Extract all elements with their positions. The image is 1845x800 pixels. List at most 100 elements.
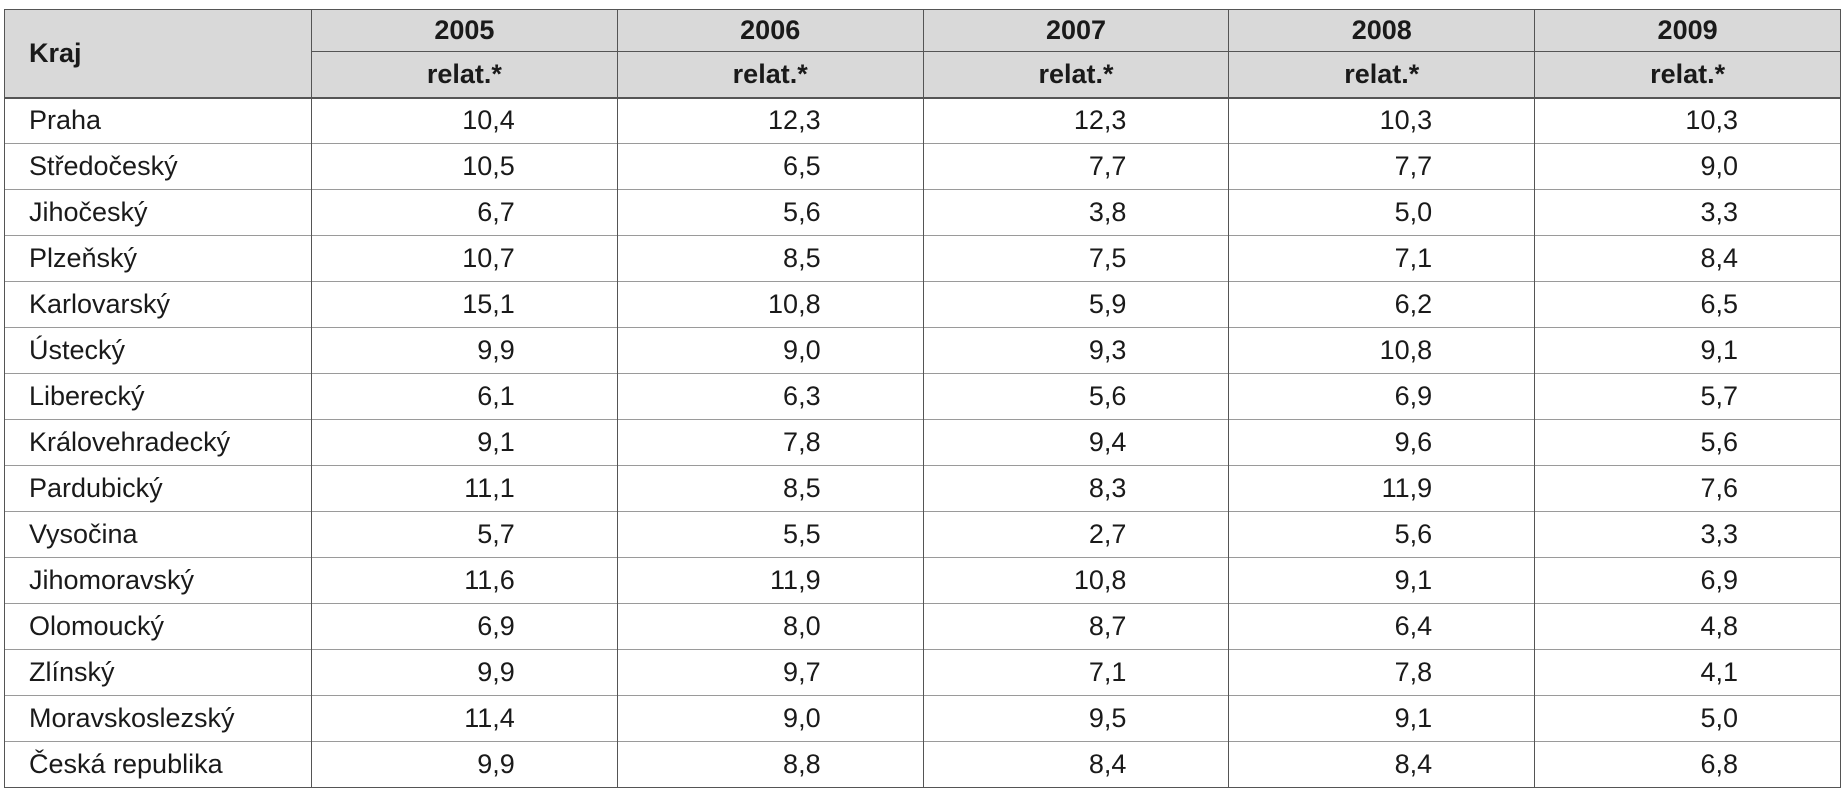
value-cell: 6,4 [1228,603,1536,650]
value-cell: 9,0 [616,327,924,374]
region-name: Plzeňský [4,235,312,282]
value-cell: 8,7 [922,603,1230,650]
value-cell: 10,8 [616,281,924,328]
header-unit: relat.* [311,51,618,98]
value-cell: 10,4 [311,96,618,144]
value-cell: 5,6 [922,373,1230,420]
value-cell: 12,3 [616,96,924,144]
value-cell: 9,4 [922,419,1230,466]
value-cell: 9,6 [1228,419,1536,466]
value-cell: 6,1 [311,373,618,420]
value-cell: 7,8 [1228,649,1536,696]
value-cell: 9,9 [311,327,618,374]
value-cell: 15,1 [311,281,618,328]
value-cell: 6,5 [616,143,924,190]
header-year: 2007 [922,9,1230,52]
table-row: Praha 10,4 12,3 12,3 10,3 10,3 [4,96,1841,144]
value-cell: 5,9 [922,281,1230,328]
header-year: 2009 [1534,9,1841,52]
value-cell: 11,6 [311,557,618,604]
region-name: Ústecký [4,327,312,374]
value-cell: 9,0 [1534,143,1841,190]
value-cell: 11,1 [311,465,618,512]
value-cell: 3,3 [1534,511,1841,558]
value-cell: 9,3 [922,327,1230,374]
value-cell: 9,1 [1228,557,1536,604]
value-cell: 9,0 [616,695,924,742]
value-cell: 6,8 [1534,741,1841,788]
region-name: Karlovarský [4,281,312,328]
table-row: Česká republika 9,9 8,8 8,4 8,4 6,8 [4,741,1841,788]
header-year: 2006 [616,9,924,52]
header-unit: relat.* [616,51,924,98]
value-cell: 8,3 [922,465,1230,512]
value-cell: 8,4 [922,741,1230,788]
value-cell: 5,0 [1534,695,1841,742]
region-name: Jihomoravský [4,557,312,604]
value-cell: 10,5 [311,143,618,190]
value-cell: 6,2 [1228,281,1536,328]
table-row: Středočeský 10,5 6,5 7,7 7,7 9,0 [4,143,1841,190]
region-name: Jihočeský [4,189,312,236]
region-name: Zlínský [4,649,312,696]
value-cell: 7,7 [1228,143,1536,190]
value-cell: 6,9 [311,603,618,650]
value-cell: 10,7 [311,235,618,282]
table-row: Plzeňský 10,7 8,5 7,5 7,1 8,4 [4,235,1841,282]
header-unit: relat.* [922,51,1230,98]
value-cell: 6,5 [1534,281,1841,328]
value-cell: 9,9 [311,741,618,788]
value-cell: 9,1 [1228,695,1536,742]
region-name: Liberecký [4,373,312,420]
value-cell: 8,0 [616,603,924,650]
data-table: Kraj 2005 2006 2007 2008 2009 relat.* re… [4,9,1841,788]
table-row: Zlínský 9,9 9,7 7,1 7,8 4,1 [4,649,1841,696]
value-cell: 9,7 [616,649,924,696]
value-cell: 10,3 [1228,96,1536,144]
table-row: Jihomoravský 11,6 11,9 10,8 9,1 6,9 [4,557,1841,604]
table-row: Jihočeský 6,7 5,6 3,8 5,0 3,3 [4,189,1841,236]
table-row: Královehradecký 9,1 7,8 9,4 9,6 5,6 [4,419,1841,466]
value-cell: 7,1 [1228,235,1536,282]
region-name: Středočeský [4,143,312,190]
value-cell: 7,8 [616,419,924,466]
value-cell: 11,4 [311,695,618,742]
value-cell: 3,8 [922,189,1230,236]
value-cell: 5,6 [1228,511,1536,558]
value-cell: 5,6 [1534,419,1841,466]
table-row: Olomoucký 6,9 8,0 8,7 6,4 4,8 [4,603,1841,650]
value-cell: 7,1 [922,649,1230,696]
value-cell: 6,3 [616,373,924,420]
region-name: Vysočina [4,511,312,558]
region-name: Moravskoslezský [4,695,312,742]
value-cell: 4,1 [1534,649,1841,696]
value-cell: 7,7 [922,143,1230,190]
value-cell: 7,6 [1534,465,1841,512]
value-cell: 6,7 [311,189,618,236]
value-cell: 4,8 [1534,603,1841,650]
value-cell: 5,7 [311,511,618,558]
header-region: Kraj [4,9,312,98]
value-cell: 6,9 [1228,373,1536,420]
header-year: 2005 [311,9,618,52]
header-year: 2008 [1228,9,1536,52]
value-cell: 6,9 [1534,557,1841,604]
region-name: Královehradecký [4,419,312,466]
table-header: Kraj 2005 2006 2007 2008 2009 relat.* re… [4,9,1841,98]
value-cell: 10,8 [1228,327,1536,374]
value-cell: 8,5 [616,465,924,512]
region-name: Pardubický [4,465,312,512]
value-cell: 5,6 [616,189,924,236]
table-row: Moravskoslezský 11,4 9,0 9,5 9,1 5,0 [4,695,1841,742]
value-cell: 9,1 [1534,327,1841,374]
value-cell: 3,3 [1534,189,1841,236]
value-cell: 11,9 [616,557,924,604]
value-cell: 8,4 [1228,741,1536,788]
value-cell: 8,4 [1534,235,1841,282]
region-name: Olomoucký [4,603,312,650]
value-cell: 2,7 [922,511,1230,558]
value-cell: 8,5 [616,235,924,282]
value-cell: 12,3 [922,96,1230,144]
table-row: Karlovarský 15,1 10,8 5,9 6,2 6,5 [4,281,1841,328]
table-row: Vysočina 5,7 5,5 2,7 5,6 3,3 [4,511,1841,558]
